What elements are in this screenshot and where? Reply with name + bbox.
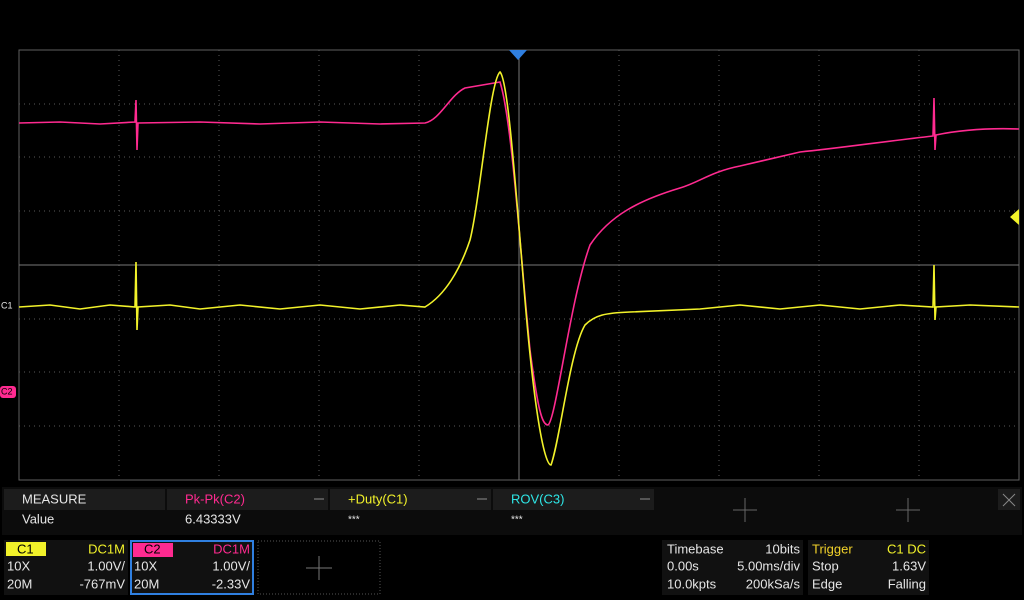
channel-offset: -2.33V: [212, 576, 251, 591]
trigger-slope: Falling: [888, 576, 926, 591]
cell-dash: [314, 498, 324, 500]
timebase-rate: 200kSa/s: [746, 576, 801, 591]
measure-cell[interactable]: [330, 489, 491, 510]
timebase-points: 10.0kpts: [667, 576, 717, 591]
timebase-delay: 0.00s: [667, 558, 699, 573]
measure-value: ***: [348, 515, 360, 526]
trigger-level: 1.63V: [892, 558, 926, 573]
trigger-position-marker: [509, 50, 527, 60]
trigger-level-marker: [1010, 209, 1019, 225]
c1-trace: [18, 70, 1020, 466]
channel-coupling: DC1M: [88, 541, 125, 556]
channel-badge: [133, 543, 173, 557]
channel-probe: 10X: [7, 558, 30, 573]
measure-value: 6.43333V: [185, 511, 241, 526]
trigger-source: C1 DC: [887, 541, 926, 556]
channel-name: C1: [17, 541, 34, 556]
measure-title: MEASURE: [22, 491, 87, 506]
measure-value: ***: [511, 515, 523, 526]
trigger-type: Edge: [812, 576, 842, 591]
channel-scale: 1.00V/: [212, 558, 250, 573]
timebase-label: Timebase: [667, 541, 724, 556]
channel-scale: 1.00V/: [87, 558, 125, 573]
channel-badge: [6, 542, 46, 556]
close-icon: [1002, 493, 1016, 507]
cell-dash: [640, 498, 650, 500]
channel-bandwidth: 20M: [7, 576, 32, 591]
timebase-box[interactable]: [662, 540, 803, 595]
c2-trace: [18, 81, 1020, 426]
channel-offset: -767mV: [79, 576, 125, 591]
measure-cell[interactable]: [167, 489, 328, 510]
measure-row-label: Value: [22, 511, 54, 526]
channel-name: C2: [144, 541, 161, 556]
channel-coupling: DC1M: [213, 541, 250, 556]
add-icon: [306, 556, 332, 580]
measure-name: ROV(C3): [511, 491, 564, 506]
measure-name: +Duty(C1): [348, 491, 408, 506]
channel-probe: 10X: [134, 558, 157, 573]
trigger-state: Stop: [812, 558, 839, 573]
graticule: [18, 49, 1020, 481]
timebase-bits: 10bits: [765, 541, 800, 556]
trigger-box[interactable]: [808, 540, 929, 595]
measure-name: Pk-Pk(C2): [185, 491, 245, 506]
add-channel-slot[interactable]: [257, 540, 381, 595]
add-measure-icon[interactable]: [733, 498, 920, 522]
timebase-scale: 5.00ms/div: [737, 558, 800, 573]
c2-marker: C2: [1, 386, 13, 396]
c2-marker-bg: [0, 386, 16, 398]
c1-marker: C1: [1, 300, 13, 310]
measure-cell[interactable]: [493, 489, 654, 510]
trigger-label: Trigger: [812, 541, 853, 556]
measure-header: [4, 489, 165, 510]
channel-bandwidth: 20M: [134, 576, 159, 591]
cell-dash: [477, 498, 487, 500]
